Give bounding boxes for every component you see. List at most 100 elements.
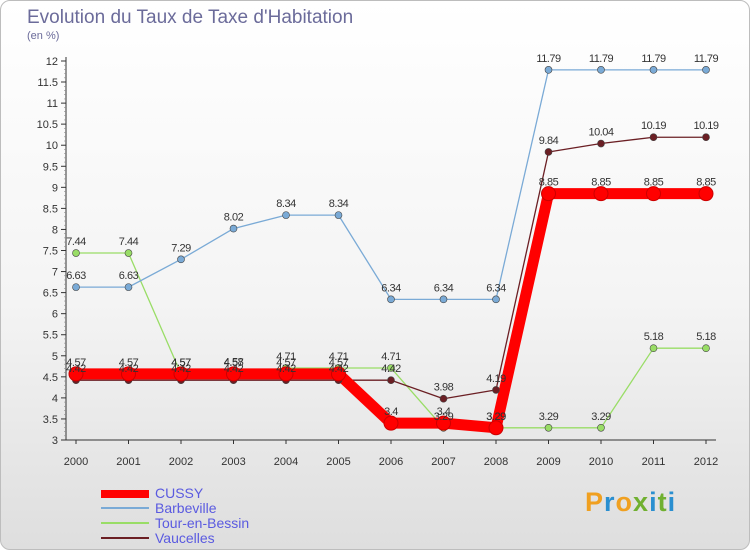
data-point [72,249,80,257]
data-point [597,139,605,148]
logo-letter: x [633,487,650,517]
logo-letter: i [649,487,658,517]
data-label: 4.42 [381,363,401,375]
data-point [387,295,395,304]
axes: 3 3.5 4 4.5 5 5.5 6 6.5 7 7.5 8 8.5 9 9.5 10 10.5 11 11.5… [37,56,719,468]
data-label: 3.29 [486,411,506,423]
data-label: 4.57 [119,357,139,369]
y-tick-label: 5.5 [43,330,58,342]
series-points [68,66,714,436]
legend-swatch-cussy [101,490,149,498]
data-label: 4.42 [224,363,244,375]
data-label: 4.71 [381,351,401,363]
legend-swatch-barbeville [101,507,149,509]
data-point [278,366,294,382]
y-axis-unit-label: (en %) [27,30,60,42]
data-point [702,344,710,352]
x-tick-label: 2006 [379,456,403,468]
y-tick-label: 10 [46,140,58,152]
data-label: 6.34 [486,282,506,294]
data-label: 10.19 [693,120,718,132]
data-label: 3.29 [591,411,611,423]
data-point [492,386,500,394]
data-label: 8.34 [276,198,296,210]
data-label: 4.42 [66,363,86,375]
data-point [702,66,710,74]
data-point [649,133,658,142]
data-point [492,295,500,304]
data-label: 3.29 [434,411,454,423]
y-tick-label: 5 [52,351,58,363]
x-tick-label: 2012 [694,456,718,468]
x-tick-label: 2011 [642,456,666,468]
y-tick-label: 8.5 [43,203,58,215]
y-tick-label: 10.5 [37,119,58,131]
logo-letter: i [667,487,677,517]
data-label: 11.79 [641,53,666,65]
data-label: 4.57 [66,357,86,369]
data-label: 5.18 [644,331,664,343]
data-point [439,394,448,403]
data-point [334,211,343,219]
y-tick-label: 11 [47,98,58,110]
data-label: 11.79 [589,53,614,65]
data-label: 4.57 [171,357,191,369]
y-tick-label: 6 [52,309,58,321]
data-point [121,366,136,382]
data-point [124,249,133,257]
data-point [488,420,504,436]
y-tick-label: 4.5 [43,372,58,384]
data-label: 4.71 [276,351,296,363]
data-point [649,344,658,352]
data-label: 8.02 [224,212,244,224]
x-tick-label: 2007 [431,456,455,468]
data-point [173,366,189,382]
data-point [282,211,290,219]
logo-letter: r [604,487,616,517]
data-label: 5.18 [696,331,716,343]
data-point [124,283,133,291]
y-tick-label: 4 [52,393,58,405]
legend-label-cussy: CUSSY [155,485,204,501]
y-tick-label: 3.5 [43,414,58,426]
proxiti-logo[interactable]: Proxiti [585,487,676,518]
data-label: 3.98 [434,382,454,394]
y-tick-label: 9 [52,182,58,194]
data-point [226,366,241,382]
logo-letter: P [585,487,605,517]
data-label: 10.19 [641,120,666,132]
data-label: 6.34 [381,282,401,294]
data-label: 4.57 [329,357,349,369]
x-tick-label: 2001 [116,456,140,468]
data-point [177,255,185,264]
data-point [68,366,84,382]
legend-label-barbeville: Barbeville [155,500,217,516]
data-label: 4.71 [329,351,349,363]
x-tick-label: 2008 [484,456,508,468]
data-label: 3.29 [486,411,506,423]
data-label: 8.85 [539,177,559,189]
legend-label-vaucelles: Vaucelles [155,530,215,546]
data-label: 4.42 [119,363,139,375]
data-label: 10.04 [588,127,613,139]
data-label: 4.58 [224,356,244,368]
y-tick-label: 12 [46,56,58,68]
series-line-barbeville [75,69,707,300]
y-tick-label: 3 [52,435,58,447]
data-label: 8.85 [591,177,611,189]
x-tick-label: 2003 [221,456,245,468]
data-label: 8.85 [696,177,716,189]
chart-title: Evolution du Taux de Taxe d'Habitation [27,7,354,28]
data-labels: 4.57 4.57 4.57 4.57 4.57 4.573.4 3.4 3.298.85 8.… [66,53,719,423]
data-point [383,415,399,431]
series-line-cussy [70,188,712,434]
data-label: 8.85 [644,177,664,189]
data-label: 7.44 [119,236,139,248]
data-label: 4.42 [171,363,191,375]
data-point [597,423,605,432]
data-label: 6.63 [119,270,139,282]
legend-label-tour-en-bessin: Tour-en-Bessin [155,515,250,531]
data-point [597,66,605,74]
